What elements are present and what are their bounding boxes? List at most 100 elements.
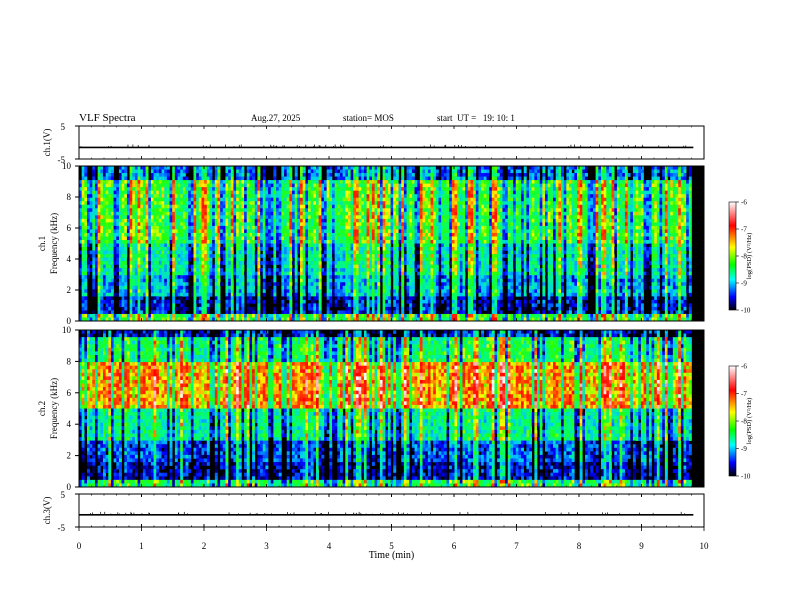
spectrogram-cell: [140, 229, 144, 234]
spectrogram-cell: [350, 261, 354, 265]
spectrogram-cell: [358, 247, 362, 251]
spectrogram-cell: [393, 243, 397, 248]
spectrogram-cell: [385, 278, 389, 283]
spectrogram-cell: [268, 232, 272, 237]
spectrogram-cell: [158, 232, 162, 237]
spectrogram-cell: [134, 201, 138, 206]
spectrogram-cell: [121, 211, 125, 216]
spectrogram-cell: [241, 187, 245, 191]
spectrogram-cell: [150, 187, 154, 191]
spectrogram-cell: [257, 173, 261, 177]
spectrogram-cell: [150, 204, 154, 209]
spectrogram-cell: [308, 225, 311, 230]
spectrogram-cell: [198, 218, 202, 223]
spectrogram-cell: [161, 289, 165, 294]
spectrogram-cell: [230, 313, 234, 318]
spectrogram-cell: [342, 180, 346, 184]
spectrogram-cell: [292, 275, 295, 280]
spectrogram-cell: [108, 218, 112, 223]
spectrogram-cell: [142, 247, 146, 251]
spectrogram-cell: [246, 183, 250, 188]
spectrogram-cell: [382, 313, 386, 318]
spectrogram-cell: [142, 229, 146, 234]
spectrogram-cell: [398, 268, 402, 272]
spectrogram-cell: [113, 218, 117, 223]
spectrogram-cell: [363, 261, 367, 265]
spectrogram-cell: [161, 180, 165, 184]
spectrogram-cell: [286, 183, 290, 188]
spectrogram-cell: [129, 289, 133, 294]
spectrogram-cell: [222, 215, 226, 220]
spectrogram-cell: [385, 166, 389, 170]
spectrogram-cell: [345, 225, 349, 230]
spectrogram-cell: [97, 169, 101, 174]
spectrogram-cell: [241, 278, 245, 283]
spectrogram-cell: [81, 190, 85, 195]
spectrogram-cell: [116, 218, 120, 223]
spectrogram-cell: [172, 275, 176, 280]
spectrogram-cell: [92, 204, 96, 209]
spectrogram-cell: [398, 180, 402, 184]
spectrogram-cell: [329, 232, 333, 237]
spectrogram-cell: [201, 176, 205, 181]
spectrogram-cell: [150, 208, 154, 213]
spectrogram-cell: [337, 250, 341, 255]
spectrogram-cell: [209, 222, 213, 227]
spectrogram-cell: [124, 236, 128, 241]
spectrogram-cell: [310, 264, 314, 269]
spectrogram-cell: [355, 204, 359, 209]
spectrogram-cell: [385, 254, 389, 258]
spectrogram-cell: [150, 261, 154, 265]
spectrogram-cell: [140, 268, 144, 272]
spectrogram-cell: [363, 180, 367, 184]
spectrogram-cell: [260, 180, 264, 184]
spectrogram-cell: [228, 194, 232, 198]
spectrogram-cell: [113, 211, 117, 216]
spectrogram-cell: [225, 310, 229, 315]
spectrogram-cell: [363, 285, 367, 290]
spectrogram-cell: [316, 197, 319, 202]
spectrogram-cell: [305, 187, 309, 191]
spectrogram-cell: [177, 208, 181, 213]
spectrogram-cell: [246, 306, 250, 311]
spectrogram-cell: [174, 289, 178, 294]
spectrogram-cell: [369, 310, 373, 315]
spectrogram-cell: [281, 299, 285, 304]
spectrogram-cell: [278, 313, 282, 318]
spectrogram-cell: [132, 197, 136, 202]
spectrogram-cell: [233, 194, 237, 198]
spectrogram-cell: [366, 289, 370, 294]
spectrogram-cell: [246, 190, 250, 195]
spectrogram-cell: [102, 261, 106, 265]
spectrogram-cell: [363, 289, 367, 294]
spectrogram-cell: [300, 268, 303, 272]
spectrogram-cell: [371, 306, 375, 311]
spectrogram-cell: [86, 222, 90, 227]
spectrogram-cell: [110, 261, 114, 265]
spectrogram-cell: [153, 183, 157, 188]
spectrogram-cell: [100, 292, 104, 297]
spectrogram-cell: [331, 247, 335, 251]
spectrogram-cell: [134, 236, 138, 241]
spectrogram-cell: [276, 215, 280, 220]
spectrogram-cell: [126, 180, 130, 184]
spectrogram-cell: [193, 222, 197, 227]
spectrogram-cell: [358, 310, 362, 315]
spectrogram-cell: [140, 173, 144, 177]
spectrogram-cell: [193, 271, 197, 276]
spectrogram-cell: [294, 264, 298, 269]
spectrogram-cell: [324, 247, 327, 251]
spectrogram-cell: [185, 247, 189, 251]
spectrogram-cell: [193, 257, 197, 262]
spectrogram-cell: [193, 299, 197, 304]
spectrogram-cell: [334, 201, 338, 206]
spectrogram-cell: [102, 317, 106, 322]
spectrogram-cell: [294, 208, 298, 213]
spectrogram-cell: [129, 180, 133, 184]
spectrogram-cell: [342, 261, 346, 265]
spectrogram-cell: [342, 190, 346, 195]
spectrogram-cell: [92, 243, 96, 248]
spectrogram-cell: [206, 254, 210, 258]
spectrogram-cell: [398, 225, 402, 230]
spectrogram-cell: [180, 201, 184, 206]
